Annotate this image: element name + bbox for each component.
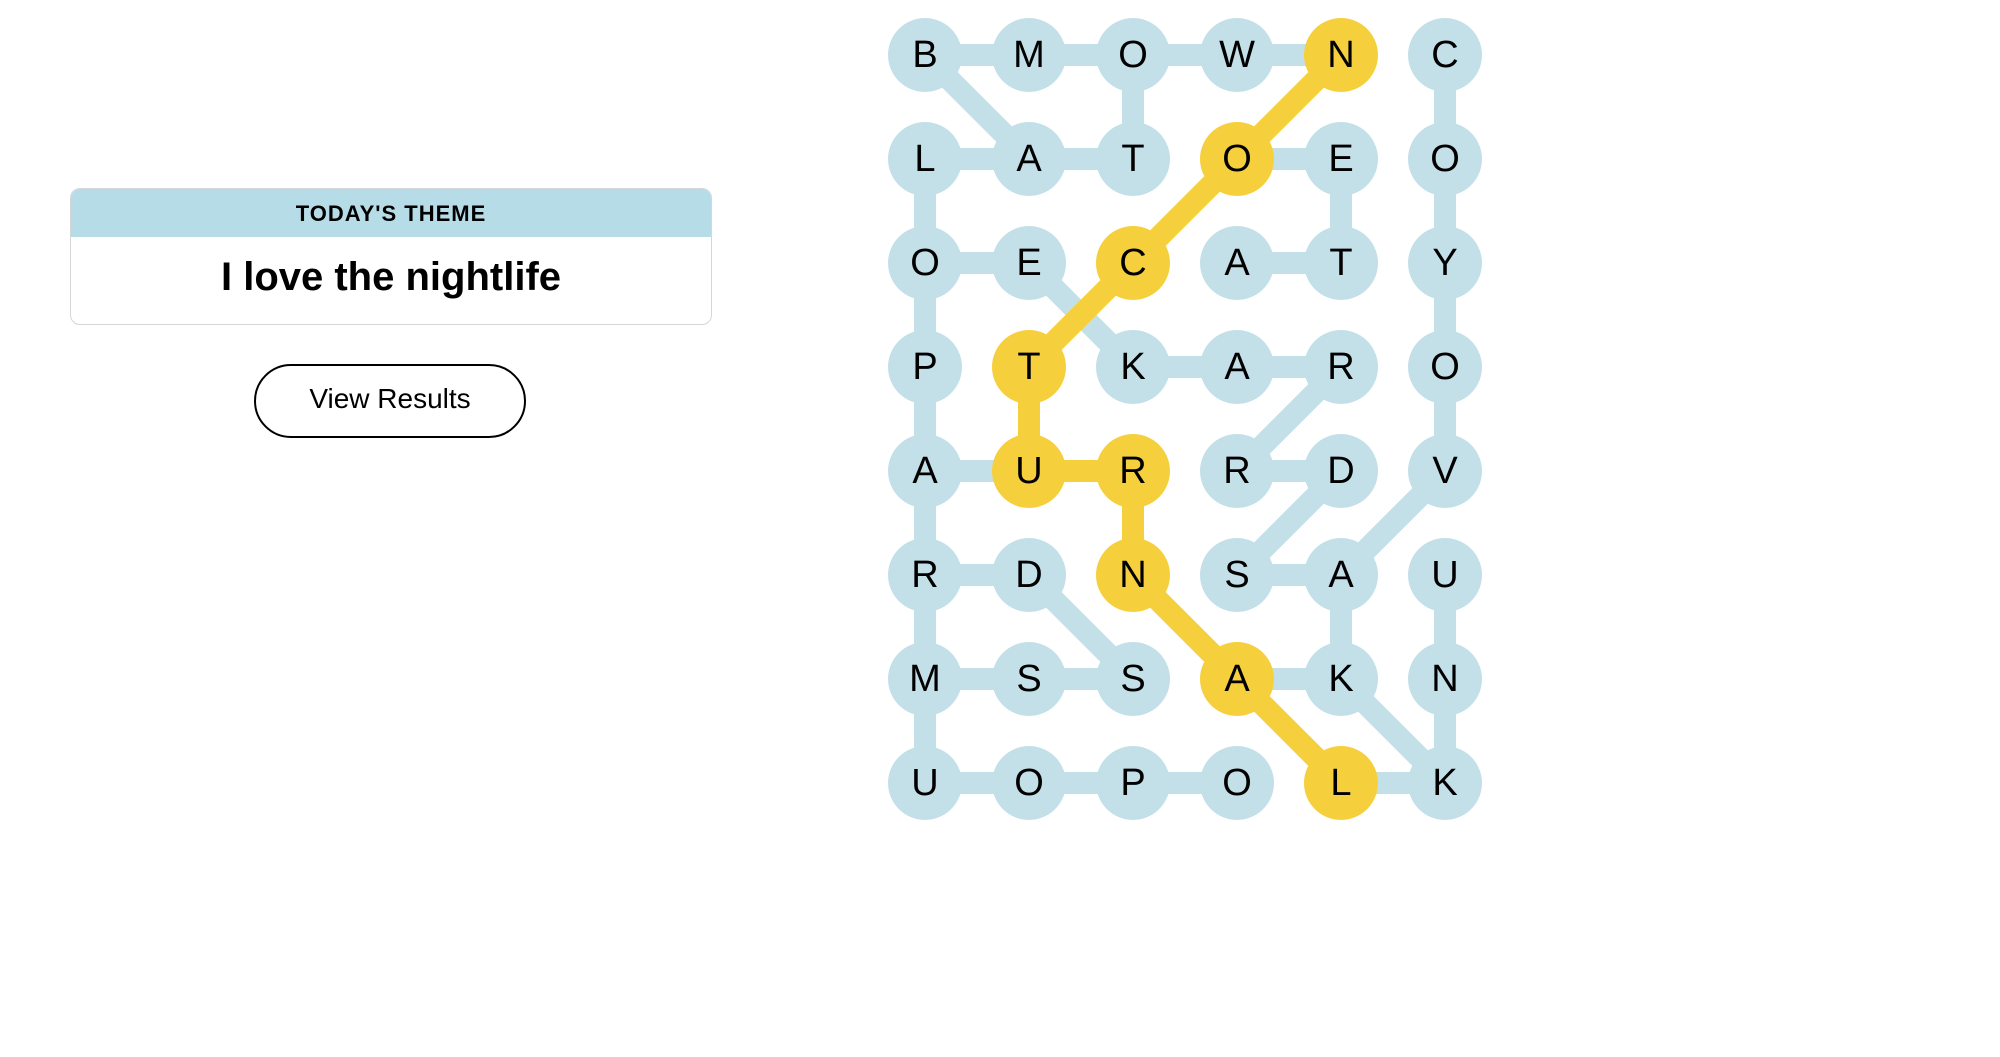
grid-cell[interactable]: S (1200, 538, 1274, 612)
grid-cell[interactable]: R (1200, 434, 1274, 508)
grid-cell[interactable]: R (1304, 330, 1378, 404)
grid-cell[interactable]: U (888, 746, 962, 820)
grid-cell[interactable]: E (992, 226, 1066, 300)
page: TODAY'S THEME I love the nightlife View … (0, 0, 2000, 1057)
grid-cell[interactable]: O (1408, 330, 1482, 404)
grid-cell[interactable]: A (1304, 538, 1378, 612)
grid-cell[interactable]: O (1096, 18, 1170, 92)
grid-cell[interactable]: T (1304, 226, 1378, 300)
grid-cell[interactable]: A (1200, 330, 1274, 404)
grid-cell[interactable]: N (1096, 538, 1170, 612)
grid-cell[interactable]: A (992, 122, 1066, 196)
grid-cell[interactable]: D (992, 538, 1066, 612)
grid-cell[interactable]: K (1408, 746, 1482, 820)
theme-card: TODAY'S THEME I love the nightlife (70, 188, 712, 325)
grid-cell[interactable]: K (1096, 330, 1170, 404)
grid-cell[interactable]: B (888, 18, 962, 92)
grid-cell[interactable]: V (1408, 434, 1482, 508)
grid-cell[interactable]: U (1408, 538, 1482, 612)
grid-cell[interactable]: P (888, 330, 962, 404)
grid-cell[interactable]: L (1304, 746, 1378, 820)
grid-cell[interactable]: E (1304, 122, 1378, 196)
grid-cell[interactable]: R (888, 538, 962, 612)
grid-cell[interactable]: S (1096, 642, 1170, 716)
grid-cell[interactable]: W (1200, 18, 1274, 92)
grid-cell[interactable]: N (1408, 642, 1482, 716)
grid-cell[interactable]: O (1408, 122, 1482, 196)
grid-cell[interactable]: A (1200, 226, 1274, 300)
grid-cell[interactable]: K (1304, 642, 1378, 716)
grid-cell[interactable]: C (1096, 226, 1170, 300)
grid-cell[interactable]: Y (1408, 226, 1482, 300)
puzzle-board: BMOWNCLATOEOOECATYPTKAROAURRDVRDNSAUMSSA… (880, 10, 1520, 850)
grid-cell[interactable]: L (888, 122, 962, 196)
grid-cell[interactable]: D (1304, 434, 1378, 508)
theme-title: I love the nightlife (71, 237, 711, 324)
grid-cell[interactable]: T (1096, 122, 1170, 196)
grid-cell[interactable]: A (1200, 642, 1274, 716)
grid-cell[interactable]: A (888, 434, 962, 508)
grid-cell[interactable]: U (992, 434, 1066, 508)
grid-cell[interactable]: P (1096, 746, 1170, 820)
grid-cell[interactable]: O (1200, 122, 1274, 196)
grid-cell[interactable]: M (992, 18, 1066, 92)
board-grid: BMOWNCLATOEOOECATYPTKAROAURRDVRDNSAUMSSA… (880, 10, 1490, 828)
grid-cell[interactable]: N (1304, 18, 1378, 92)
grid-cell[interactable]: M (888, 642, 962, 716)
view-results-button[interactable]: View Results (254, 364, 526, 438)
grid-cell[interactable]: S (992, 642, 1066, 716)
theme-card-header: TODAY'S THEME (71, 189, 711, 237)
grid-cell[interactable]: R (1096, 434, 1170, 508)
grid-cell[interactable]: T (992, 330, 1066, 404)
grid-cell[interactable]: O (888, 226, 962, 300)
grid-cell[interactable]: O (992, 746, 1066, 820)
grid-cell[interactable]: O (1200, 746, 1274, 820)
grid-cell[interactable]: C (1408, 18, 1482, 92)
